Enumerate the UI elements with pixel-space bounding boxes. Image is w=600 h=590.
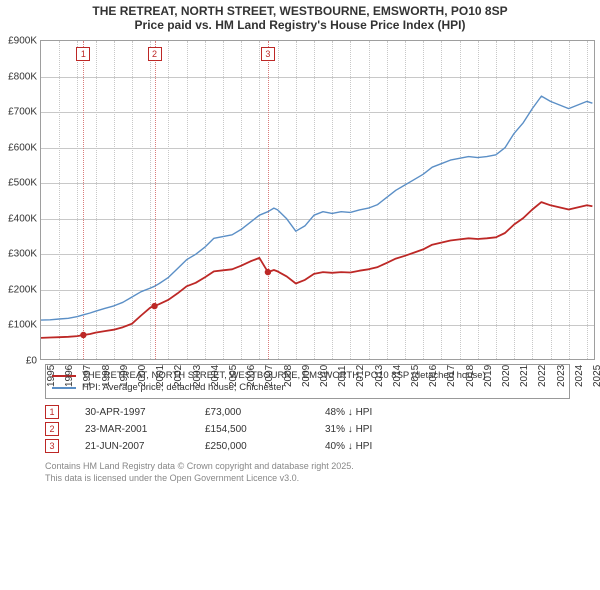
y-tick-label: £600K [8, 142, 37, 153]
series-price-paid [41, 202, 592, 338]
x-tick-label: 2022 [537, 365, 548, 387]
plot-svg [41, 41, 596, 361]
x-tick-label: 2016 [428, 365, 439, 387]
x-tick-label: 2019 [483, 365, 494, 387]
y-tick-label: £300K [8, 249, 37, 260]
transactions-table: 1 30-APR-1997£73,00048% ↓ HPI 2 23-MAR-2001… [45, 405, 570, 453]
x-tick-label: 1998 [101, 365, 112, 387]
series-hpi [41, 96, 592, 320]
y-tick-label: £800K [8, 71, 37, 82]
transaction-price: £73,000 [205, 407, 325, 418]
y-tick-label: £900K [8, 36, 37, 47]
x-tick-label: 2011 [337, 365, 348, 387]
x-tick-label: 2015 [410, 365, 421, 387]
y-tick-label: £700K [8, 107, 37, 118]
x-tick-label: 1999 [119, 365, 130, 387]
series-dot-price-paid [265, 269, 271, 275]
y-tick-label: £500K [8, 178, 37, 189]
x-tick-label: 1996 [64, 365, 75, 387]
transaction-diff: 48% ↓ HPI [325, 407, 445, 418]
x-tick-label: 2014 [392, 365, 403, 387]
x-tick-label: 1995 [46, 365, 57, 387]
x-tick-label: 2004 [210, 365, 221, 387]
x-tick-label: 2006 [246, 365, 257, 387]
series-dot-price-paid [151, 303, 157, 309]
transaction-price: £250,000 [205, 441, 325, 452]
chart-area: £0£100K£200K£300K£400K£500K£600K£700K£80… [40, 40, 595, 360]
transaction-row: 1 30-APR-1997£73,00048% ↓ HPI [45, 405, 570, 419]
title-line1: THE RETREAT, NORTH STREET, WESTBOURNE, E… [10, 4, 590, 18]
x-tick-label: 1997 [82, 365, 93, 387]
transaction-price: £154,500 [205, 424, 325, 435]
transaction-row: 2 23-MAR-2001£154,50031% ↓ HPI [45, 422, 570, 436]
x-tick-label: 2003 [192, 365, 203, 387]
transaction-diff: 40% ↓ HPI [325, 441, 445, 452]
y-tick-label: £100K [8, 320, 37, 331]
title-line2: Price paid vs. HM Land Registry's House … [10, 18, 590, 32]
x-tick-label: 2008 [283, 365, 294, 387]
y-tick-label: £0 [26, 356, 37, 367]
transaction-marker: 1 [45, 405, 59, 419]
transaction-row: 3 21-JUN-2007£250,00040% ↓ HPI [45, 439, 570, 453]
transaction-date: 23-MAR-2001 [85, 424, 205, 435]
y-tick-label: £400K [8, 213, 37, 224]
x-tick-label: 2001 [155, 365, 166, 387]
x-tick-label: 2005 [228, 365, 239, 387]
x-tick-label: 2007 [264, 365, 275, 387]
transaction-marker: 3 [45, 439, 59, 453]
attribution: Contains HM Land Registry data © Crown c… [45, 461, 570, 484]
series-dot-price-paid [80, 332, 86, 338]
x-tick-label: 2010 [319, 365, 330, 387]
x-tick-label: 2012 [355, 365, 366, 387]
x-tick-label: 2025 [592, 365, 600, 387]
transaction-diff: 31% ↓ HPI [325, 424, 445, 435]
x-tick-label: 2017 [446, 365, 457, 387]
x-tick-label: 2024 [574, 365, 585, 387]
transaction-date: 21-JUN-2007 [85, 441, 205, 452]
x-tick-label: 2013 [374, 365, 385, 387]
transaction-date: 30-APR-1997 [85, 407, 205, 418]
x-tick-label: 2021 [519, 365, 530, 387]
x-tick-label: 2009 [301, 365, 312, 387]
x-tick-label: 2000 [137, 365, 148, 387]
attribution-line2: This data is licensed under the Open Gov… [45, 473, 570, 485]
x-tick-label: 2018 [465, 365, 476, 387]
x-tick-label: 2002 [173, 365, 184, 387]
transaction-marker: 2 [45, 422, 59, 436]
x-tick-label: 2023 [556, 365, 567, 387]
attribution-line1: Contains HM Land Registry data © Crown c… [45, 461, 570, 473]
y-tick-label: £200K [8, 284, 37, 295]
chart-title: THE RETREAT, NORTH STREET, WESTBOURNE, E… [0, 0, 600, 32]
x-tick-label: 2020 [501, 365, 512, 387]
